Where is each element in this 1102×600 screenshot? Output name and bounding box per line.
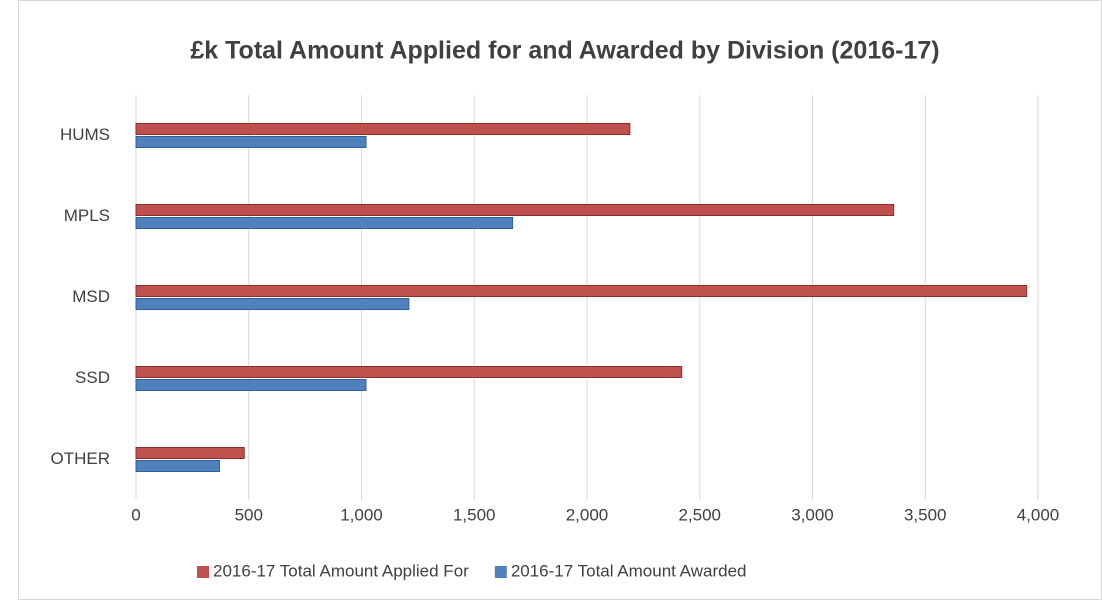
x-tick-label: 2,000 bbox=[566, 505, 609, 524]
legend-swatch bbox=[197, 566, 209, 578]
x-tick-label: 1,500 bbox=[453, 505, 496, 524]
bar bbox=[135, 285, 1028, 297]
y-tick-label: MPLS bbox=[64, 206, 110, 225]
y-tick-label: HUMS bbox=[60, 125, 110, 144]
bar bbox=[135, 298, 410, 310]
chart-title: £k Total Amount Applied for and Awarded … bbox=[190, 37, 939, 65]
bar bbox=[135, 217, 514, 229]
legend-swatch bbox=[494, 566, 507, 578]
bar bbox=[135, 204, 895, 216]
bar bbox=[135, 123, 631, 135]
x-tick-label: 2,500 bbox=[678, 505, 721, 524]
x-tick-label: 500 bbox=[235, 505, 263, 524]
y-tick-label: OTHER bbox=[51, 449, 111, 468]
bar bbox=[135, 447, 245, 459]
y-tick-label: SSD bbox=[75, 368, 110, 387]
x-tick-label: 0 bbox=[131, 505, 140, 524]
bar bbox=[135, 379, 367, 391]
bar bbox=[135, 366, 683, 378]
x-tick-label: 3,500 bbox=[904, 505, 947, 524]
bar bbox=[135, 460, 220, 472]
x-tick-label: 1,000 bbox=[340, 505, 383, 524]
x-tick-label: 4,000 bbox=[1017, 505, 1060, 524]
x-tick-label: 3,000 bbox=[791, 505, 834, 524]
y-tick-label: MSD bbox=[72, 287, 110, 306]
bar bbox=[135, 136, 367, 148]
legend-label: 2016-17 Total Amount Applied For bbox=[213, 561, 469, 580]
legend-label: 2016-17 Total Amount Awarded bbox=[511, 561, 747, 580]
